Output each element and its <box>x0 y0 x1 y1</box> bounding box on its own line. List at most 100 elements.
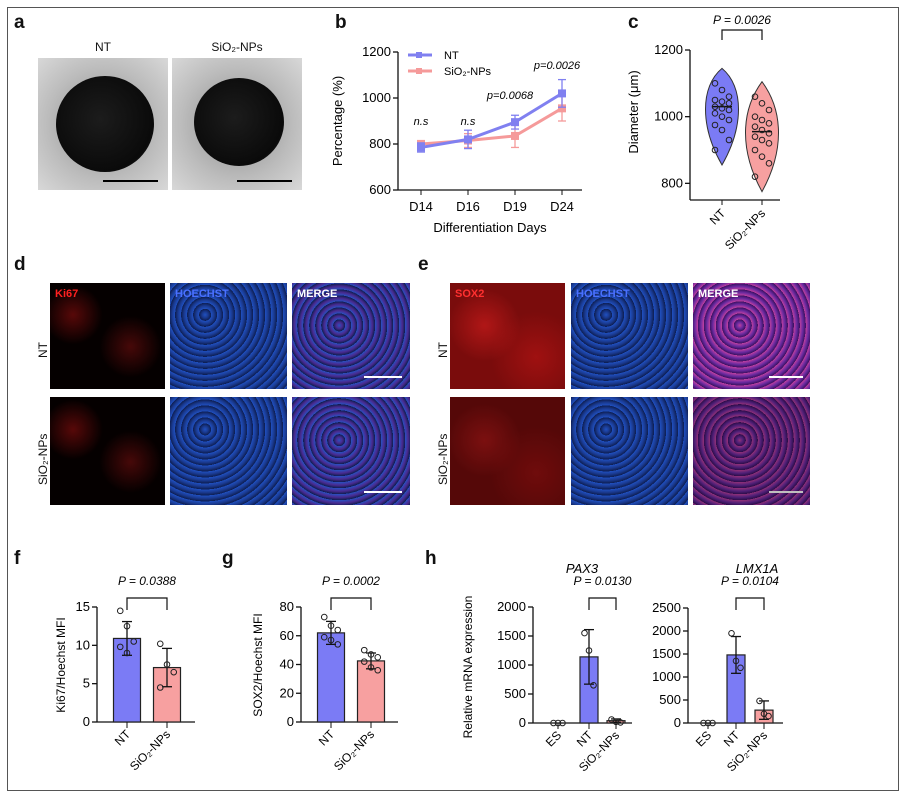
sox2-nt-image: SOX2 <box>450 283 565 389</box>
y-tick-label: 1200 <box>362 44 391 59</box>
spheroid-image-sio2 <box>172 58 302 190</box>
data-point <box>751 93 759 100</box>
data-point <box>511 131 519 140</box>
data-point <box>374 654 382 661</box>
panel-label-c: c <box>628 12 639 33</box>
x-tick-label: SiO₂-NPs <box>331 727 377 773</box>
x-tick-label: D24 <box>550 199 574 214</box>
y-axis-label: Relative mRNA expression <box>461 596 475 739</box>
data-point <box>327 636 335 644</box>
data-point <box>367 651 375 658</box>
y-tick-label: 500 <box>659 692 681 707</box>
data-point <box>718 126 726 134</box>
ki67-sio2-image <box>50 397 165 505</box>
x-tick-label: SiO₂-NPs <box>722 206 768 252</box>
stain-label: Ki67 <box>55 288 79 300</box>
data-point <box>718 86 726 94</box>
data-point <box>725 93 733 100</box>
data-point <box>320 613 328 621</box>
significance-bracket <box>735 597 765 610</box>
significance-bracket <box>330 597 372 610</box>
y-tick-label: 20 <box>280 685 294 700</box>
stain-label: SOX2 <box>455 288 485 300</box>
data-point <box>758 136 766 144</box>
data-point <box>550 719 557 727</box>
data-point <box>711 80 719 87</box>
data-point <box>123 649 131 657</box>
data-point <box>711 146 719 154</box>
panel-label-d: d <box>14 254 26 275</box>
data-point <box>170 668 178 676</box>
gene-title: PAX3 <box>566 561 599 576</box>
panel-a-nt-title: NT <box>95 40 111 54</box>
figure-frame <box>7 7 899 791</box>
data-point <box>709 719 716 727</box>
stain-label: MERGE <box>297 288 338 300</box>
y-tick-label: 600 <box>369 182 391 197</box>
scale-bar <box>364 491 402 493</box>
data-point <box>163 661 171 668</box>
data-point <box>617 719 624 726</box>
x-tick-label: ES <box>543 728 564 749</box>
data-point <box>765 160 773 167</box>
violin-nt <box>705 67 739 167</box>
stain-label: HOECHST <box>576 288 630 300</box>
data-point <box>360 658 368 665</box>
panel-a-sio2-title: SiO₂-NPs <box>211 40 263 54</box>
legend-label: NT <box>444 50 459 62</box>
data-point <box>751 123 759 130</box>
merge-sio2-image <box>292 397 410 505</box>
data-point <box>765 106 773 114</box>
y-axis-label: Percentage (%) <box>330 76 345 166</box>
scale-bar <box>237 180 292 182</box>
data-point <box>374 666 382 674</box>
data-point <box>116 643 124 651</box>
data-point <box>558 89 566 98</box>
hoechst-nt-image: HOECHST <box>571 283 688 389</box>
y-tick-label: 1000 <box>652 669 681 684</box>
data-point <box>130 638 138 645</box>
x-tick-label: D14 <box>409 199 433 214</box>
data-point <box>320 633 328 641</box>
data-point <box>558 104 566 113</box>
y-tick-label: 1000 <box>654 109 683 124</box>
data-point <box>123 622 131 630</box>
data-point <box>751 173 759 180</box>
gene-title: LMX1A <box>736 561 779 576</box>
y-tick-label: 800 <box>661 175 683 190</box>
y-tick-label: 500 <box>504 686 526 701</box>
y-tick-label: 15 <box>76 599 90 614</box>
legend-marker <box>416 68 422 74</box>
data-point <box>156 640 164 648</box>
p-value-label: P = 0.0026 <box>713 13 771 27</box>
panel-label-h: h <box>425 548 437 569</box>
data-point <box>559 719 566 727</box>
data-point <box>751 146 759 154</box>
y-tick-label: 1500 <box>497 628 526 643</box>
data-point <box>732 657 740 665</box>
data-point <box>765 120 773 127</box>
data-point <box>725 106 733 114</box>
y-axis-label: SOX2/Hoechst MFI <box>251 613 265 716</box>
significance-annotation: n.s <box>414 116 429 128</box>
data-point <box>327 622 335 629</box>
data-point <box>156 684 164 691</box>
data-point <box>725 100 733 107</box>
y-tick-label: 1000 <box>497 657 526 672</box>
data-point <box>758 100 766 107</box>
x-tick-label: SiO₂-NPs <box>127 727 173 773</box>
data-point <box>711 121 719 129</box>
significance-bracket <box>126 597 168 610</box>
data-point <box>367 664 375 671</box>
y-tick-label: 5 <box>83 676 90 691</box>
p-value-label: P = 0.0388 <box>118 574 176 588</box>
spheroid <box>194 78 284 166</box>
y-tick-label: 2500 <box>652 600 681 615</box>
data-point <box>758 126 766 134</box>
data-point <box>585 647 593 654</box>
scale-bar <box>769 491 803 493</box>
legend-label: SiO₂-NPs <box>444 66 492 78</box>
y-tick-label: 800 <box>369 136 391 151</box>
y-tick-label: 0 <box>674 715 681 730</box>
